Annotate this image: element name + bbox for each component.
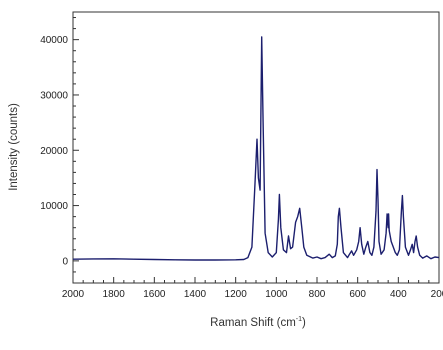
x-axis-title: Raman Shift (cm-1) [210, 316, 306, 329]
x-tick-label: 1200 [225, 289, 248, 300]
x-tick-label: 1600 [143, 289, 166, 300]
x-tick-label: 1800 [103, 289, 126, 300]
y-tick-label: 10000 [40, 201, 68, 212]
x-tick-label: 200 [431, 289, 443, 300]
y-axis-title: Intensity (counts) [8, 103, 20, 191]
x-tick-label: 1000 [265, 289, 288, 300]
spectrum-line [72, 36, 440, 261]
x-tick-label: 800 [309, 289, 326, 300]
x-tick-label: 2000 [62, 289, 85, 300]
y-tick-label: 20000 [40, 146, 68, 157]
x-tick-label: 1400 [184, 289, 207, 300]
x-tick-label: 400 [390, 289, 407, 300]
x-tick-label: 600 [349, 289, 366, 300]
x-axis: 2000 1800 1600 1400 1200 1000 800 600 400 200 [62, 277, 443, 300]
y-tick-label: 0 [62, 256, 68, 267]
y-tick-label: 30000 [40, 90, 68, 101]
y-tick-label: 40000 [40, 35, 68, 46]
y-axis: 0 10000 20000 30000 40000 [40, 17, 79, 273]
